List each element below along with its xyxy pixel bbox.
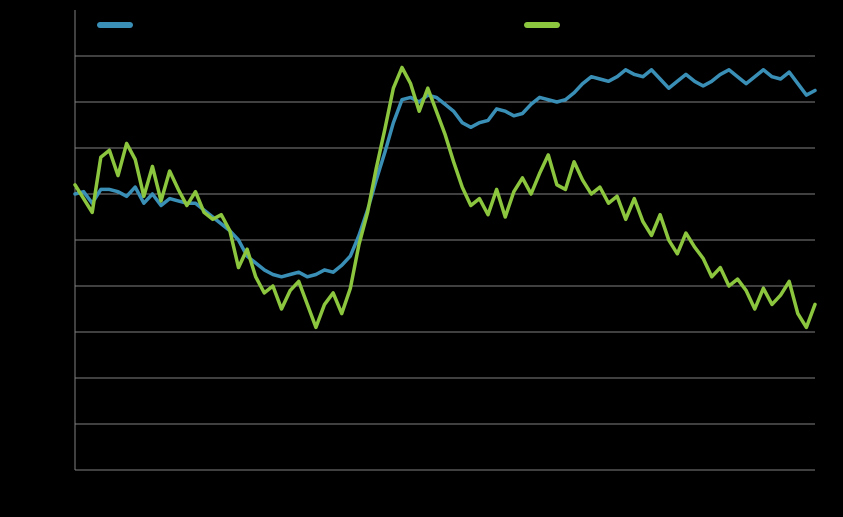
chart-container [0, 0, 843, 517]
line-chart [0, 0, 843, 517]
legend-swatch-0 [97, 22, 133, 28]
legend-swatch-1 [524, 22, 560, 28]
